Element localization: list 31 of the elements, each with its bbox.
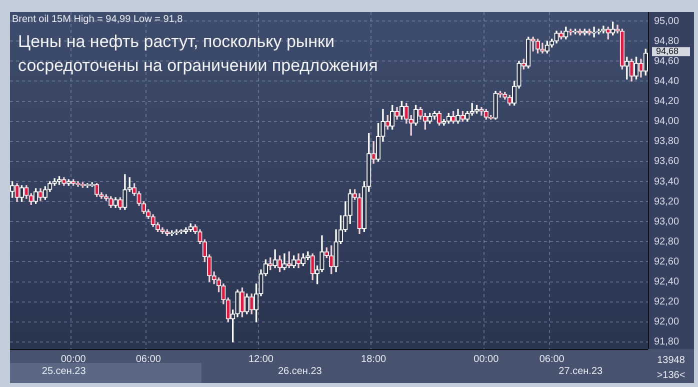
x-tick-label: 12:00	[248, 354, 274, 365]
text: 13948	[657, 354, 686, 366]
y-tick-label: 93,40	[654, 176, 680, 188]
text: >136<	[656, 370, 686, 381]
y-tick-label: 92,40	[654, 276, 680, 288]
y-tick-label: 94,00	[654, 116, 680, 128]
text: Цены на нефть растут, поскольку рынки сосредоточены на ограничении предложения	[18, 32, 378, 76]
y-tick-label: 92,00	[654, 316, 680, 328]
text: 25.сен.23	[42, 366, 86, 377]
x-tick-label: 18:00	[361, 354, 387, 365]
y-tick-label: 94,40	[654, 76, 680, 87]
y-tick-label: 92,20	[654, 296, 680, 308]
y-tick-label: 94,20	[654, 96, 680, 108]
y-tick-label: 93,60	[654, 156, 680, 168]
y-tick-label: 95,00	[654, 16, 680, 27]
y-tick-label: 94,60	[654, 56, 680, 67]
text: 26.сен.23	[278, 366, 322, 377]
y-tick-label: 93,00	[654, 216, 680, 228]
text: 94,68	[656, 46, 679, 56]
chart-subtitle: Brent oil 15M High = 94,99 Low = 91,8	[12, 14, 184, 25]
x-tick-label: 00:00	[60, 354, 86, 365]
y-tick-label: 92,60	[654, 256, 680, 268]
y-tick-label: 91,80	[654, 336, 680, 348]
text: 27.сен.23	[558, 366, 604, 377]
x-tick-label: 06:00	[136, 354, 162, 365]
y-tick-label: 94,80	[654, 36, 680, 47]
y-tick-label: 93,20	[654, 196, 680, 208]
x-tick-label: 06:00	[539, 354, 565, 365]
y-tick-label: 93,80	[654, 136, 680, 148]
y-tick-label: 92,80	[654, 236, 680, 248]
x-tick-label: 00:00	[474, 354, 500, 365]
